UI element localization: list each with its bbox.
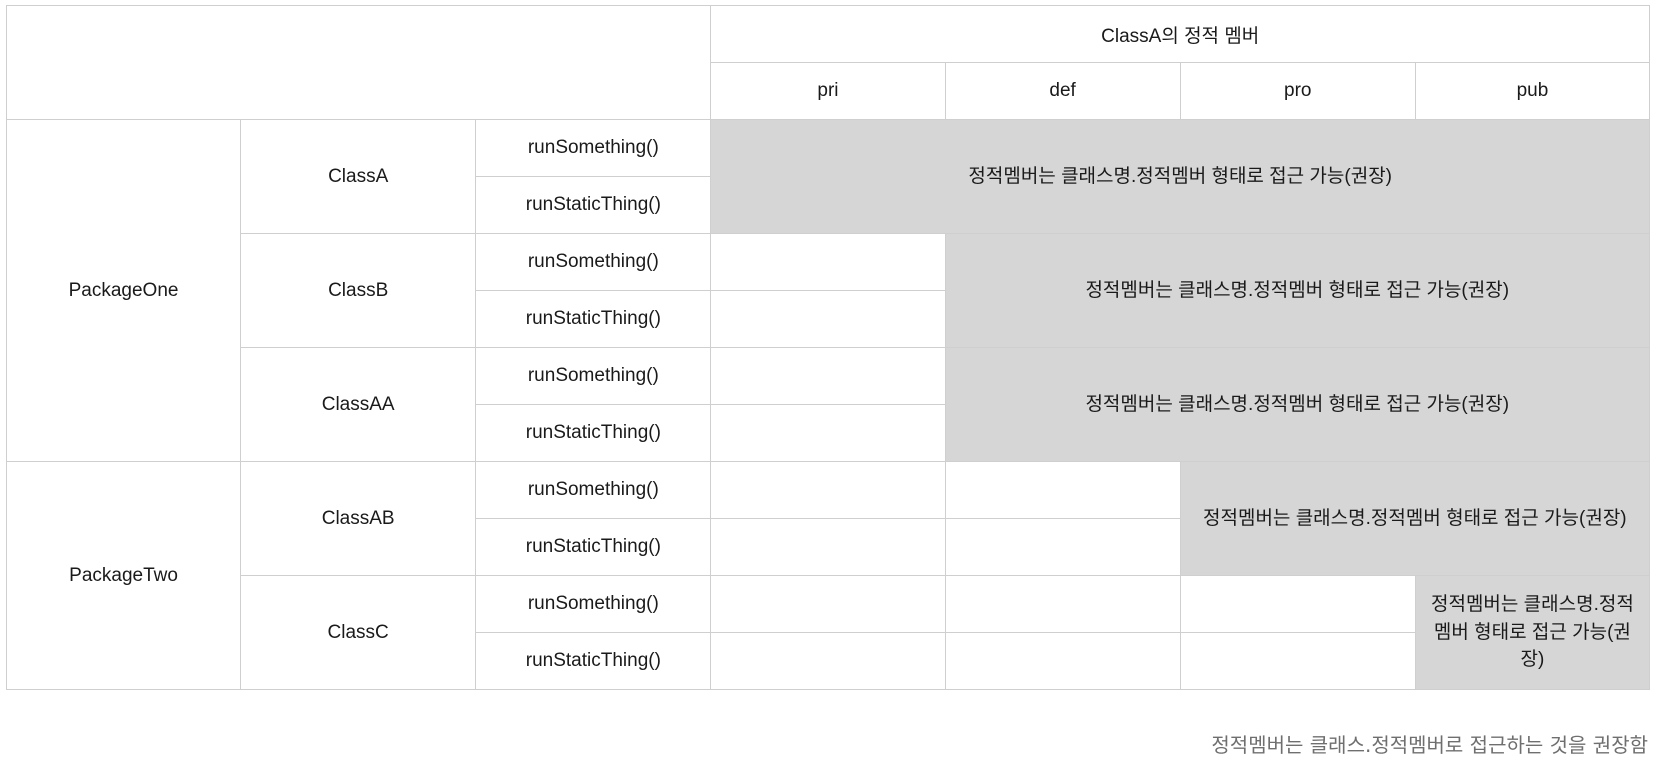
method-cell: runStaticThing() <box>475 404 712 462</box>
table-row: runStaticThing() <box>7 632 1650 690</box>
column-header-pub: pub <box>1414 62 1651 120</box>
empty-access-cell <box>1179 632 1416 690</box>
access-note-cell: 정적멤버는 클래스명.정적멤버 형태로 접근 가능(권장) <box>710 119 1650 234</box>
empty-access-cell <box>710 575 946 633</box>
table-row: ClassAA runSomething() 정적멤버는 클래스명.정적멤버 형… <box>7 347 1651 462</box>
class-cell: ClassC <box>240 575 477 690</box>
table-row: ClassB runSomething() 정적멤버는 클래스명.정적멤버 형태… <box>7 233 1651 348</box>
table-row: runStaticThing() <box>7 290 1650 348</box>
empty-access-cell <box>1179 575 1416 633</box>
header-group-title: ClassA의 정적 멤버 <box>710 5 1650 63</box>
empty-access-cell <box>944 632 1181 690</box>
empty-access-cell <box>710 404 946 462</box>
table-row: runStaticThing() <box>7 176 1650 234</box>
footnote: 정적멤버는 클래스.정적멤버로 접근하는 것을 권장함 <box>1211 733 1648 757</box>
empty-access-cell <box>710 518 946 576</box>
access-table: ClassA의 정적 멤버 pri def pro pub PackageOne… <box>5 5 1651 690</box>
header-row-group: ClassA의 정적 멤버 <box>5 5 1650 120</box>
class-cell: ClassA <box>240 119 477 234</box>
header-empty-corner <box>5 5 712 120</box>
table-row: runStaticThing() <box>7 518 1650 576</box>
method-cell: runStaticThing() <box>475 632 712 690</box>
access-note-cell: 정적멤버는 클래스명.정적멤버 형태로 접근 가능(권장) <box>1179 461 1651 576</box>
method-cell: runStaticThing() <box>475 518 712 576</box>
method-cell: runSomething() <box>475 119 712 177</box>
table-row: runStaticThing() <box>7 404 1650 462</box>
empty-access-cell <box>710 233 946 291</box>
method-cell: runSomething() <box>475 575 712 633</box>
class-cell: ClassAA <box>240 347 477 462</box>
class-cell: ClassAB <box>240 461 477 576</box>
method-cell: runSomething() <box>475 233 712 291</box>
package-cell: PackageOne <box>5 119 242 462</box>
access-note-cell: 정적멤버는 클래스명.정적멤버 형태로 접근 가능(권장) <box>944 233 1651 348</box>
class-cell: ClassB <box>240 233 477 348</box>
column-header-pri: pri <box>710 62 946 120</box>
header-row-columns: pri def pro pub <box>7 62 1651 120</box>
table-row: PackageTwo ClassAB runSomething() 정적멤버는 … <box>5 461 1651 690</box>
empty-access-cell <box>710 461 946 519</box>
method-cell: runStaticThing() <box>475 176 712 234</box>
access-note-cell: 정적멤버는 클래스명.정적멤버 형태로 접근 가능(권장) <box>944 347 1651 462</box>
empty-access-cell <box>710 632 946 690</box>
empty-access-cell <box>944 518 1181 576</box>
method-cell: runSomething() <box>475 347 712 405</box>
access-note-cell: 정적멤버는 클래스명.정적멤버 형태로 접근 가능(권장) <box>1414 575 1651 690</box>
package-cell: PackageTwo <box>5 461 242 690</box>
empty-access-cell <box>944 461 1181 519</box>
table-row: PackageOne ClassA runSomething() 정적멤버는 클… <box>5 119 1650 462</box>
column-header-pro: pro <box>1179 62 1416 120</box>
table-row: ClassC runSomething() 정적멤버는 클래스명.정적멤버 형태… <box>7 575 1651 690</box>
column-header-def: def <box>944 62 1181 120</box>
empty-access-cell <box>944 575 1181 633</box>
empty-access-cell <box>710 290 946 348</box>
method-cell: runStaticThing() <box>475 290 712 348</box>
empty-access-cell <box>710 347 946 405</box>
method-cell: runSomething() <box>475 461 712 519</box>
